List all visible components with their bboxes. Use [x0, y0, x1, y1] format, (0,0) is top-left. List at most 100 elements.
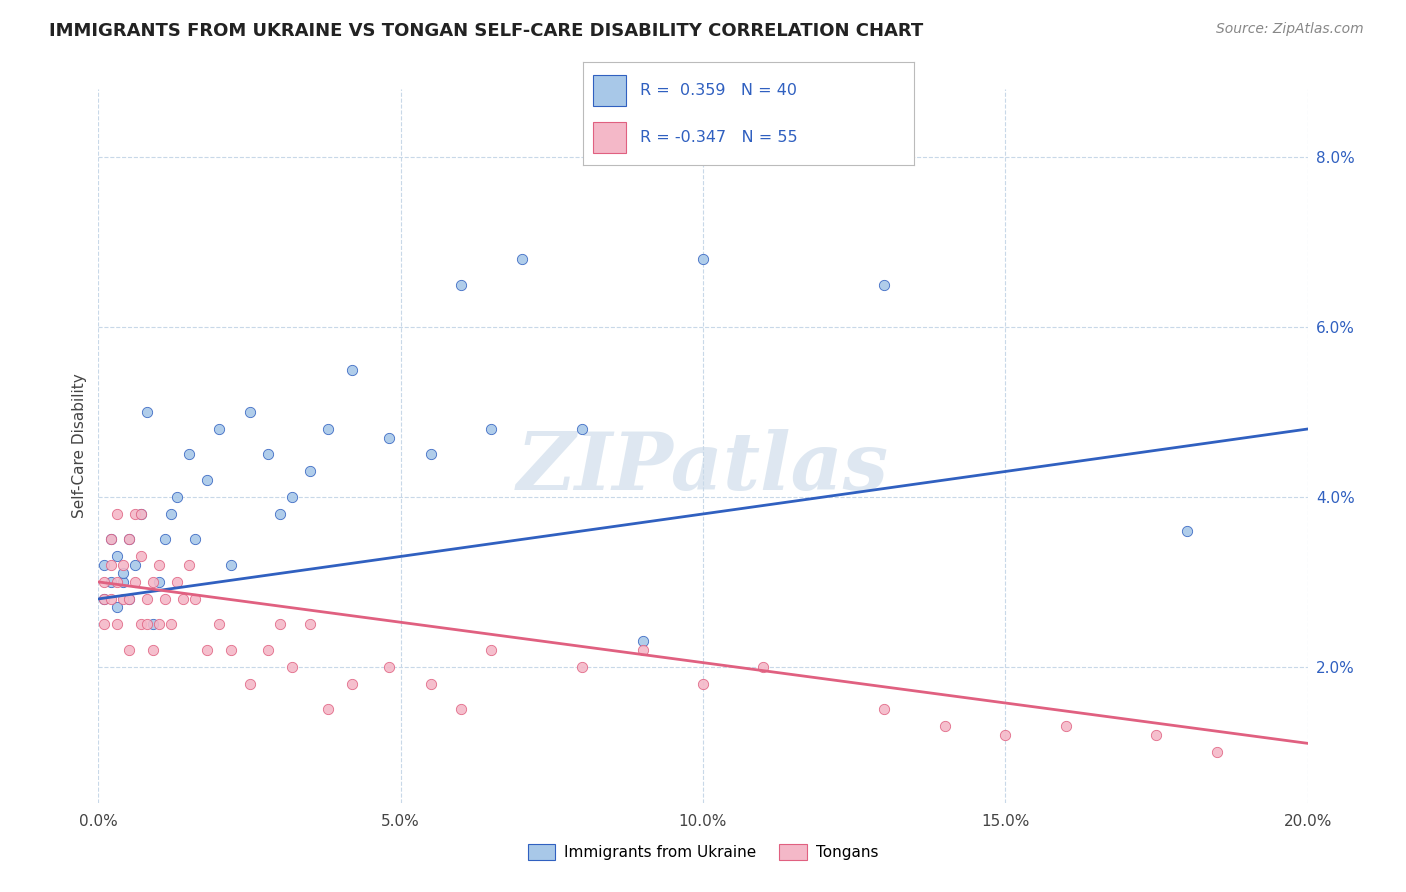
Point: [153, 591, 176, 606]
Point: [100, 591, 122, 606]
Text: Source: ZipAtlas.com: Source: ZipAtlas.com: [1216, 22, 1364, 37]
Point: [299, 465, 322, 479]
Point: [111, 591, 134, 606]
Point: [105, 507, 128, 521]
Y-axis label: Self-Care Disability: Self-Care Disability: [72, 374, 87, 518]
Point: [994, 728, 1017, 742]
Point: [239, 405, 262, 419]
Point: [135, 591, 157, 606]
Text: R = -0.347   N = 55: R = -0.347 N = 55: [640, 130, 797, 145]
Point: [166, 574, 188, 589]
Point: [239, 677, 262, 691]
Point: [142, 574, 165, 589]
Text: R =  0.359   N = 40: R = 0.359 N = 40: [640, 83, 797, 97]
Point: [148, 558, 170, 572]
Point: [208, 422, 231, 436]
Point: [124, 558, 146, 572]
Point: [571, 660, 593, 674]
Point: [316, 422, 339, 436]
Point: [179, 448, 201, 462]
Point: [179, 558, 201, 572]
Point: [195, 643, 218, 657]
Point: [1054, 719, 1077, 733]
Point: [692, 252, 714, 266]
Point: [299, 617, 322, 632]
Point: [166, 490, 188, 504]
Point: [135, 617, 157, 632]
Point: [420, 677, 443, 691]
Point: [93, 617, 115, 632]
Point: [135, 405, 157, 419]
Point: [148, 574, 170, 589]
Point: [111, 558, 134, 572]
Point: [510, 252, 533, 266]
Bar: [593, 122, 627, 153]
Point: [93, 574, 115, 589]
Point: [142, 617, 165, 632]
Point: [105, 574, 128, 589]
Point: [142, 643, 165, 657]
Point: [105, 617, 128, 632]
Text: ZIPatlas: ZIPatlas: [517, 429, 889, 506]
Point: [377, 660, 399, 674]
Point: [129, 549, 152, 564]
Point: [256, 448, 278, 462]
Point: [129, 507, 152, 521]
Point: [160, 617, 183, 632]
Point: [450, 702, 472, 716]
Point: [208, 617, 231, 632]
Point: [195, 473, 218, 487]
Point: [100, 558, 122, 572]
Point: [281, 490, 304, 504]
Text: IMMIGRANTS FROM UKRAINE VS TONGAN SELF-CARE DISABILITY CORRELATION CHART: IMMIGRANTS FROM UKRAINE VS TONGAN SELF-C…: [49, 22, 924, 40]
Point: [105, 600, 128, 615]
Point: [93, 591, 115, 606]
Point: [1206, 745, 1229, 759]
Point: [160, 507, 183, 521]
Point: [571, 422, 593, 436]
Point: [124, 507, 146, 521]
Point: [316, 702, 339, 716]
Point: [221, 643, 243, 657]
Point: [118, 591, 141, 606]
Point: [93, 591, 115, 606]
Point: [269, 617, 291, 632]
Point: [1144, 728, 1167, 742]
Point: [342, 677, 364, 691]
Point: [93, 558, 115, 572]
Point: [450, 277, 472, 292]
Point: [631, 643, 654, 657]
Point: [752, 660, 775, 674]
Point: [269, 507, 291, 521]
Point: [692, 677, 714, 691]
Point: [1175, 524, 1198, 538]
Point: [118, 643, 141, 657]
Point: [111, 566, 134, 581]
Legend: Immigrants from Ukraine, Tongans: Immigrants from Ukraine, Tongans: [522, 838, 884, 866]
Point: [124, 574, 146, 589]
Point: [118, 533, 141, 547]
Point: [184, 533, 207, 547]
Point: [105, 549, 128, 564]
Point: [873, 277, 896, 292]
Point: [934, 719, 956, 733]
Point: [100, 533, 122, 547]
Point: [118, 533, 141, 547]
Point: [420, 448, 443, 462]
Point: [129, 507, 152, 521]
Point: [148, 617, 170, 632]
Point: [100, 533, 122, 547]
Point: [172, 591, 194, 606]
Point: [631, 634, 654, 648]
Point: [118, 591, 141, 606]
Point: [281, 660, 304, 674]
Point: [111, 574, 134, 589]
Point: [221, 558, 243, 572]
Point: [481, 422, 503, 436]
Point: [100, 574, 122, 589]
Point: [184, 591, 207, 606]
Point: [377, 430, 399, 444]
Point: [873, 702, 896, 716]
Point: [256, 643, 278, 657]
Point: [481, 643, 503, 657]
